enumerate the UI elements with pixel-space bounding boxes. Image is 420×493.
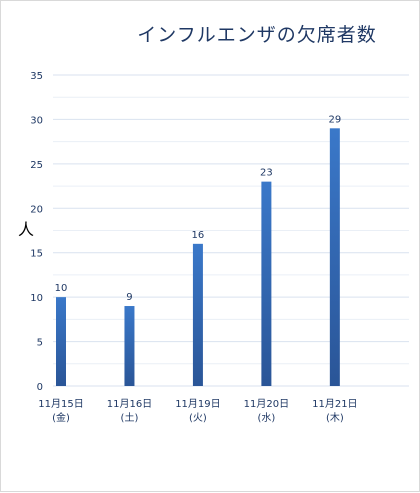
y-tick-label: 10	[30, 293, 43, 304]
y-tick-label: 25	[30, 160, 43, 171]
bar	[192, 243, 203, 386]
bar	[124, 306, 135, 386]
category-label-date: 11月19日	[175, 398, 220, 410]
y-tick-label: 20	[30, 204, 43, 215]
bars	[56, 128, 340, 387]
data-label: 29	[328, 114, 341, 125]
y-tick-label: 35	[30, 71, 43, 82]
y-tick-label: 15	[30, 249, 43, 260]
y-tick-label: 0	[37, 382, 43, 393]
category-label-weekday: (土)	[121, 411, 139, 424]
bar	[329, 128, 340, 387]
y-axis-label: 人	[18, 220, 34, 239]
category-label-weekday: (火)	[189, 412, 207, 424]
data-labels: 10 9 16 23 29	[55, 114, 342, 303]
category-label-weekday: (水)	[257, 412, 275, 424]
gridlines	[53, 74, 409, 387]
data-label: 16	[192, 230, 205, 241]
y-tick-label: 30	[30, 115, 43, 126]
data-label: 9	[126, 292, 132, 303]
category-label-date: 11月16日	[107, 398, 152, 410]
y-tick-label: 5	[37, 338, 43, 349]
data-label: 10	[55, 283, 68, 294]
category-label-date: 11月20日	[244, 398, 289, 410]
bar	[56, 297, 66, 386]
category-label-date: 11月21日	[312, 398, 357, 410]
category-label-date: 11月15日	[38, 398, 83, 410]
category-labels: 11月15日(金) 11月16日(土) 11月19日 (火) 11月20日 (水) 11月2…	[38, 398, 357, 424]
data-label: 23	[260, 168, 273, 179]
category-label-weekday: (金)	[52, 411, 70, 424]
y-tick-labels: 0 5 10 15 20 25 30 35	[30, 71, 43, 393]
bar	[261, 181, 272, 386]
chart-title: インフルエンザの欠席者数	[137, 24, 376, 46]
category-label-weekday: (木)	[326, 412, 344, 424]
